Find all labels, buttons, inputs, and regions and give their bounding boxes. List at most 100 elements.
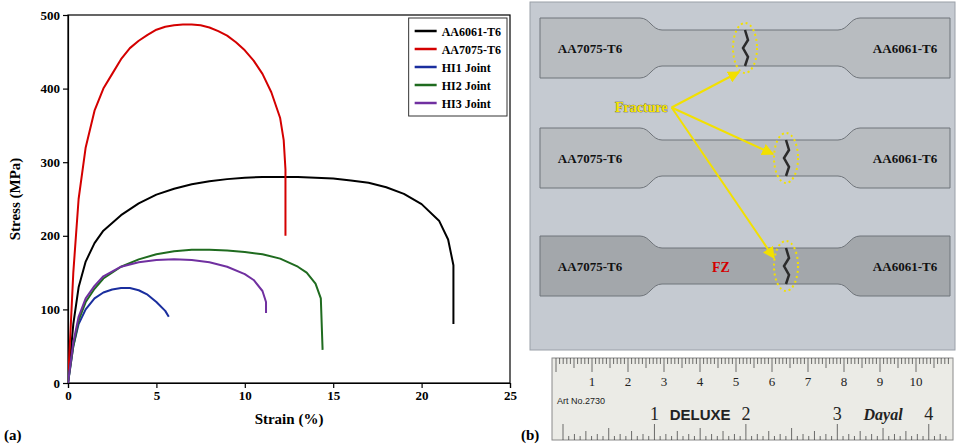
panel-label: (b) [521, 427, 539, 444]
tick: 25 [504, 383, 518, 403]
ruler-tick [815, 358, 816, 364]
ruler-tick [660, 436, 661, 440]
plot-frame [68, 15, 510, 383]
ruler-label: 3 [833, 404, 842, 424]
ruler-tick [948, 358, 949, 364]
ruler-tick [705, 436, 706, 440]
ruler-tick [860, 431, 861, 440]
specimen-label: AA6061-T6 [873, 151, 938, 166]
ruler-tick [837, 424, 838, 440]
ruler-tick [750, 358, 751, 364]
ruler-tick [620, 358, 621, 364]
ruler-tick [563, 424, 564, 440]
ruler-tick [844, 358, 845, 372]
ruler-tick [836, 358, 837, 364]
ruler-tick [803, 434, 804, 440]
ruler-label: 3 [661, 374, 668, 389]
fracture-highlight [774, 241, 798, 291]
ruler-tick [937, 358, 938, 364]
ruler-tick [588, 358, 589, 364]
tick: 500 [41, 8, 69, 23]
specimen-label: AA7075-T6 [558, 259, 623, 274]
tick-label: 10 [239, 388, 252, 403]
series-line [68, 259, 266, 383]
ruler-tick [848, 434, 849, 440]
ruler-tick [854, 436, 855, 440]
ruler-tick [678, 358, 679, 364]
tick: 0 [54, 376, 69, 391]
tick-label: 20 [416, 388, 429, 403]
ruler-tick [597, 434, 598, 440]
series-line [68, 250, 323, 383]
ruler-tick [667, 358, 668, 364]
ruler-tick [887, 358, 888, 364]
ruler-tick [671, 358, 672, 364]
specimen-body [540, 236, 950, 296]
ruler-tick [797, 358, 798, 364]
specimen-label: AA7075-T6 [558, 41, 623, 56]
ruler-label: 7 [805, 374, 812, 389]
ruler-tick [568, 436, 569, 440]
ruler-tick [793, 358, 794, 364]
ruler-tick [739, 358, 740, 364]
ruler-tick [688, 434, 689, 440]
ruler-tick [800, 358, 801, 364]
tick: 15 [327, 383, 341, 403]
ruler-tick [911, 436, 912, 440]
tick-mark [63, 236, 68, 237]
ruler-label: 10 [910, 374, 923, 389]
fracture-line [784, 140, 789, 176]
y-axis-title: Stress (MPa) [7, 158, 24, 241]
ruler-tick [941, 358, 942, 364]
ruler-tick [718, 358, 719, 368]
ruler-tick [764, 358, 765, 364]
ruler-tick [854, 358, 855, 364]
legend-item: HI2 Joint [415, 79, 491, 93]
ruler-tick [603, 436, 604, 440]
ruler-label: 8 [841, 374, 848, 389]
ruler-tick [797, 436, 798, 440]
ruler-tick [745, 424, 746, 440]
ruler-tick [926, 358, 927, 364]
ruler-tick [625, 436, 626, 440]
legend-swatch [415, 66, 437, 69]
ruler-tick [608, 428, 609, 440]
ruler-tick [631, 431, 632, 440]
legend: AA6061-T6AA7075-T6HI1 JointHI2 JointHI3 … [409, 18, 507, 116]
ruler-tick [700, 428, 701, 440]
ruler-tick [923, 358, 924, 364]
ruler-tick [774, 436, 775, 440]
ruler-tick [917, 434, 918, 440]
ruler-tick [898, 358, 899, 368]
ruler-tick [786, 358, 787, 364]
ruler-tick [642, 358, 643, 364]
ruler-tick [934, 358, 935, 368]
ruler-tick [829, 358, 830, 364]
ruler-tick [606, 358, 607, 364]
ruler-tick [833, 358, 834, 364]
tick-label: 400 [41, 81, 61, 96]
ruler-tick [757, 358, 758, 364]
ruler-tick [614, 436, 615, 440]
ruler-tick [648, 436, 649, 440]
ruler-tick [635, 358, 636, 364]
tick-mark [63, 383, 68, 384]
ruler-tick [826, 358, 827, 368]
ruler-tick [923, 436, 924, 440]
ruler-tick [791, 428, 792, 440]
callout-arrow [672, 108, 774, 259]
ruler-tick [883, 358, 884, 364]
ruler-tick [871, 434, 872, 440]
ruler-tick [840, 358, 841, 364]
ruler-label: 9 [877, 374, 884, 389]
ruler-tick [872, 358, 873, 364]
ruler-tick [775, 358, 776, 364]
ruler-tick [624, 358, 625, 364]
ruler-tick [780, 434, 781, 440]
tick: 20 [416, 383, 429, 403]
ruler-tick [654, 424, 655, 440]
ruler-tick [934, 436, 935, 440]
ruler-tick [901, 358, 902, 364]
y-axis: 0100200300400500 [41, 8, 69, 391]
ruler-tick [761, 358, 762, 364]
